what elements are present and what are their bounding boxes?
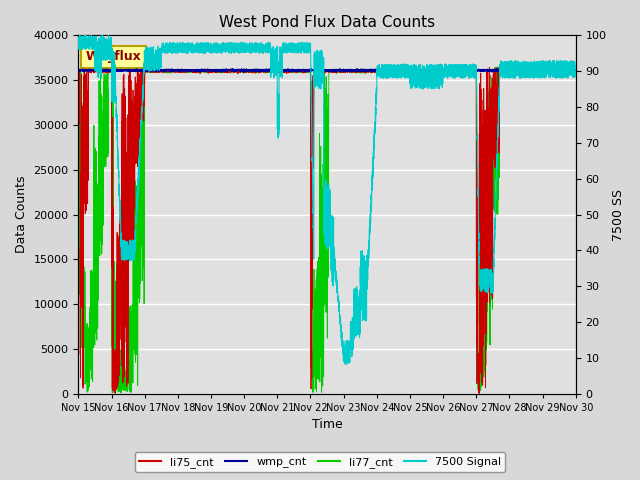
Y-axis label: Data Counts: Data Counts [15,176,28,253]
Text: WP_flux: WP_flux [86,50,141,63]
Legend: li75_cnt, wmp_cnt, li77_cnt, 7500 Signal: li75_cnt, wmp_cnt, li77_cnt, 7500 Signal [135,452,505,472]
Title: West Pond Flux Data Counts: West Pond Flux Data Counts [219,15,435,30]
Y-axis label: 7500 SS: 7500 SS [612,189,625,240]
X-axis label: Time: Time [312,419,342,432]
